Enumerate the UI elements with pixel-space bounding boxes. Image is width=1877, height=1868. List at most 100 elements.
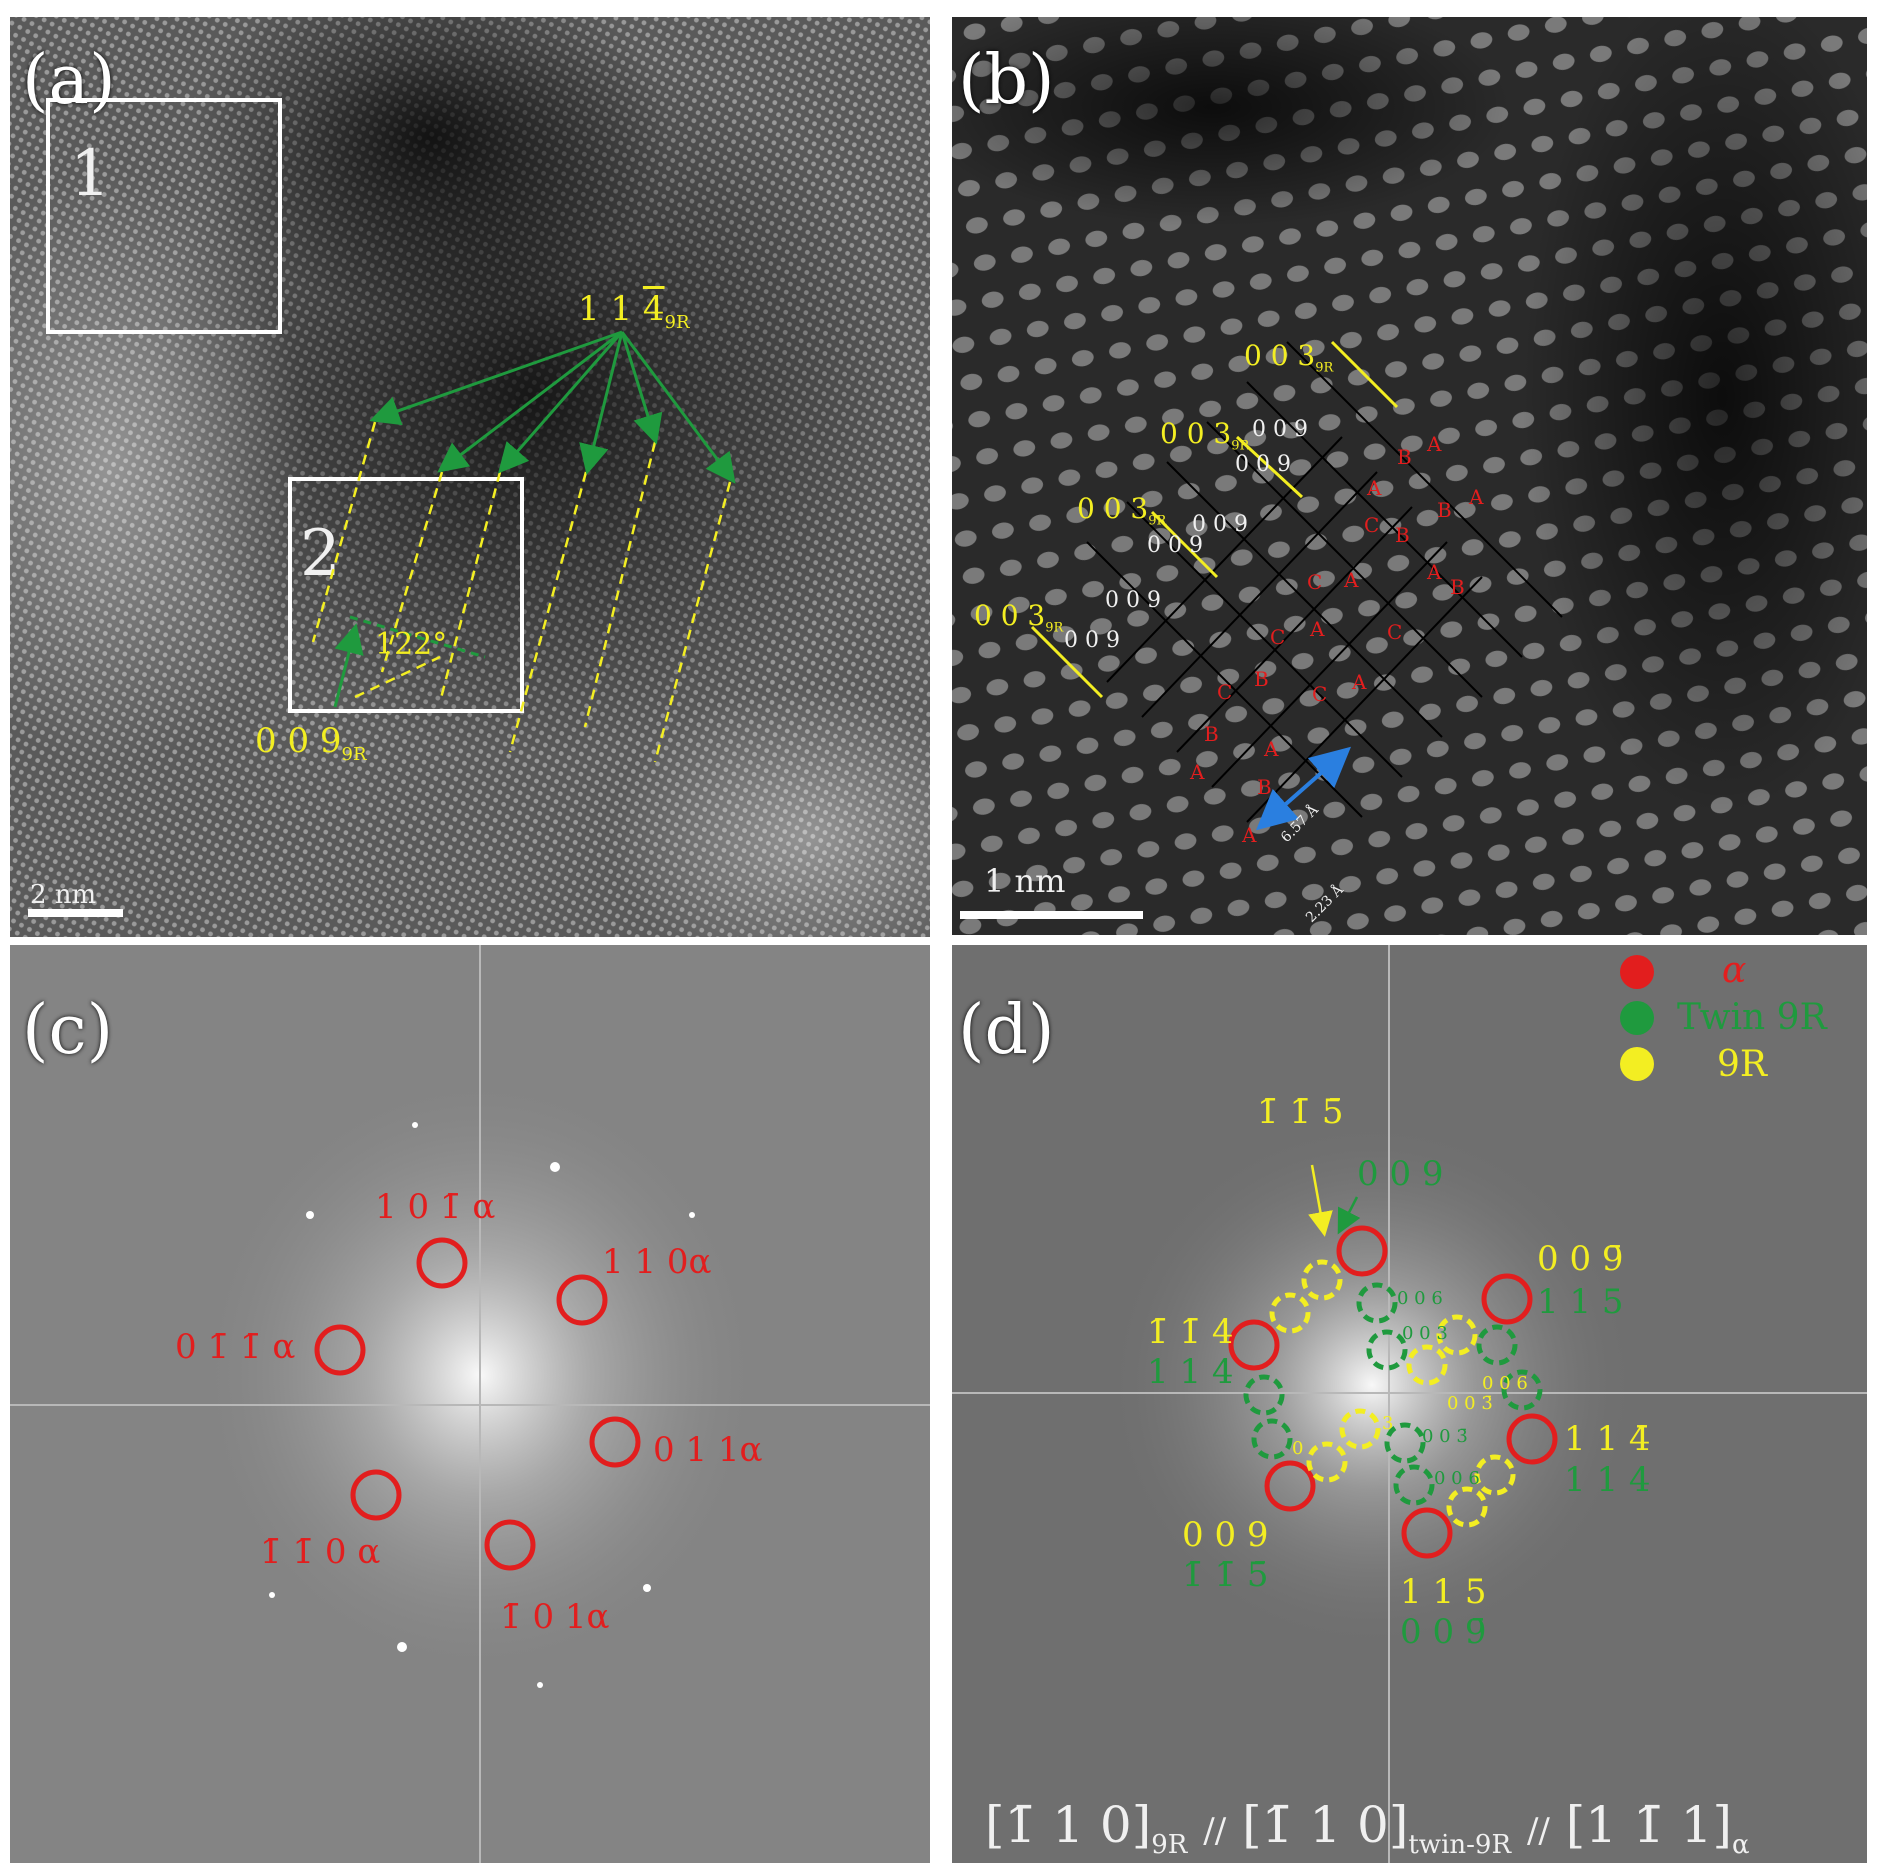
panel-d: (d) α Twin 9R 9R: [952, 945, 1867, 1863]
stacking-letter: B: [1204, 722, 1219, 746]
twin-9r-spot-marker: [1243, 1374, 1285, 1416]
9r-spot-marker: [1436, 1314, 1478, 1356]
alpha-spot-marker: [1481, 1273, 1533, 1325]
9r-small-label: 0 0 6: [1482, 1373, 1528, 1394]
distance-arrow: [1255, 746, 1352, 831]
stacking-letter: A: [1367, 476, 1382, 500]
9r-spot-marker: [1339, 1408, 1381, 1450]
twin-9r-spot-marker: [1501, 1369, 1543, 1411]
yellow-plane-lines: [1030, 340, 1399, 699]
9r-small-label: 0: [1292, 1438, 1304, 1459]
alpha-spot-marker: [1401, 1507, 1453, 1559]
legend-dot-9r: [1620, 1047, 1654, 1081]
plane-009-label-3: 0 0 9: [1147, 533, 1203, 558]
stacking-letter: A: [1352, 670, 1367, 694]
stacking-letter: A: [1190, 760, 1205, 784]
twin-9r-spot-marker: [1476, 1324, 1518, 1366]
stacking-letter: A: [1427, 560, 1442, 584]
zone-axis-label: [1̄ 1 0]9R // [1̄ 1 0]twin-9R // [1 1̄ 1…: [985, 1796, 1750, 1860]
twin-9r-label: 0 0 9: [1357, 1154, 1444, 1194]
stacking-letter: A: [1427, 432, 1442, 456]
9r-label: 1̄ 1̄ 4: [1147, 1312, 1234, 1352]
twin-9r-label: 1 1 4: [1147, 1352, 1234, 1392]
alpha-spot-marker: [556, 1274, 608, 1326]
plane-003-label-1: 0 0 39R: [974, 599, 1064, 636]
panel-b: (b): [952, 17, 1867, 935]
scale-bar-label: 1 nm: [984, 862, 1066, 900]
spot-label: 1 0 1̄ α: [375, 1187, 496, 1227]
stacking-letter: C: [1312, 682, 1328, 706]
alpha-spot-marker: [484, 1519, 536, 1571]
stacking-letter: A: [1310, 617, 1325, 641]
region-box-2: [288, 477, 524, 713]
spot-label: 0 1̄ 1̄ α: [175, 1327, 296, 1367]
stacking-letter: B: [1257, 775, 1272, 799]
stacking-letter: A: [1242, 823, 1257, 847]
stacking-letter: C: [1307, 570, 1323, 594]
9r-label: 1 1 5: [1400, 1572, 1487, 1612]
panel-c: (c) 1 0 1̄ α 1 1 0α 0 1̄ 1̄ α 0 1 1α 1̄ …: [10, 945, 930, 1863]
twin-9r-small-label: 0 0 6: [1434, 1468, 1480, 1489]
9r-small-label: 0 0 3̄: [1447, 1393, 1493, 1414]
spot-label: 1̄ 0 1α: [500, 1597, 610, 1637]
9r-spot-marker: [1406, 1344, 1448, 1386]
panel-c-label: (c): [22, 991, 114, 1070]
alpha-spot-marker: [416, 1237, 468, 1289]
legend-label-9r: 9R: [1717, 1044, 1768, 1085]
panel-d-label: (d): [958, 991, 1055, 1070]
plane-003-label-2: 0 0 39R: [1077, 492, 1167, 529]
region-box-1: [46, 98, 282, 334]
plane-009-label-5: 0 0 9: [1235, 452, 1291, 477]
stacking-grid: [1086, 341, 1563, 823]
twin-9r-small-label: 0 0 6: [1397, 1288, 1443, 1309]
alpha-spot-marker: [1336, 1225, 1388, 1277]
panel-c-fft-image: [10, 945, 930, 1863]
9r-spot-marker: [1269, 1292, 1311, 1334]
9r-spot-marker: [1306, 1441, 1348, 1483]
9r-label: 0 0 9: [1182, 1515, 1269, 1555]
legend-label-twin: Twin 9R: [1677, 997, 1827, 1038]
plane-009-label-6: 0 0 9: [1252, 417, 1308, 442]
stacking-letter: B: [1395, 523, 1410, 547]
plane-003-label-4: 0 0 39R: [1244, 339, 1334, 376]
9r-spot-marker: [1474, 1454, 1516, 1496]
legend-dot-alpha: [1620, 955, 1654, 989]
9r-spot-marker: [1301, 1259, 1343, 1301]
panel-c-spot-markers: [314, 1237, 641, 1571]
alpha-spot-marker: [350, 1469, 402, 1521]
twin-9r-label: 0 0 9̄: [1400, 1612, 1487, 1652]
9r-label: 1 1 4̄: [1564, 1419, 1651, 1459]
twin-9r-spot-marker: [1366, 1329, 1408, 1371]
stacking-letter: B: [1450, 575, 1465, 599]
scale-bar-label: 2 nm: [30, 880, 97, 910]
lattice-plane-lines: [311, 421, 732, 763]
stacking-letter: C: [1270, 625, 1286, 649]
alpha-spot-marker: [1264, 1460, 1316, 1512]
stacking-letter: A: [1264, 737, 1279, 761]
scale-bar: [960, 911, 1143, 919]
panel-b-hrtem-image: [952, 17, 1867, 935]
alpha-spot-marker: [1506, 1413, 1558, 1465]
plane-arrows: [333, 330, 736, 708]
plane-label-114: 1 1 49R: [578, 289, 690, 333]
plane-003-label-3: 0 0 39R: [1160, 417, 1250, 454]
alpha-spot-marker: [314, 1324, 366, 1376]
twin-9r-spot-marker: [1356, 1282, 1398, 1324]
twin-9r-spot-marker: [1251, 1418, 1293, 1460]
stacking-letter: C: [1217, 680, 1233, 704]
9r-spot-marker: [1446, 1486, 1488, 1528]
stacking-letter: B: [1254, 667, 1269, 691]
scale-bar: [28, 909, 123, 917]
panel-d-fft-image: [952, 945, 1867, 1863]
plane-label-009: 0 0 99R: [255, 721, 367, 765]
stacking-letter: A: [1469, 485, 1484, 509]
panel-a-hrtem-image: [10, 17, 930, 937]
plane-009-label-4: 0 0 9: [1192, 512, 1248, 537]
alpha-spot-marker: [1228, 1319, 1280, 1371]
twin-9r-spot-marker: [1384, 1422, 1426, 1464]
twin-9r-label: 1 1 5: [1537, 1282, 1624, 1322]
panel-a-annotations: [311, 330, 736, 763]
fft-weak-spots: [269, 1122, 695, 1688]
panel-d-spot-markers: [1228, 1164, 1558, 1559]
stacking-letter: C: [1387, 620, 1403, 644]
